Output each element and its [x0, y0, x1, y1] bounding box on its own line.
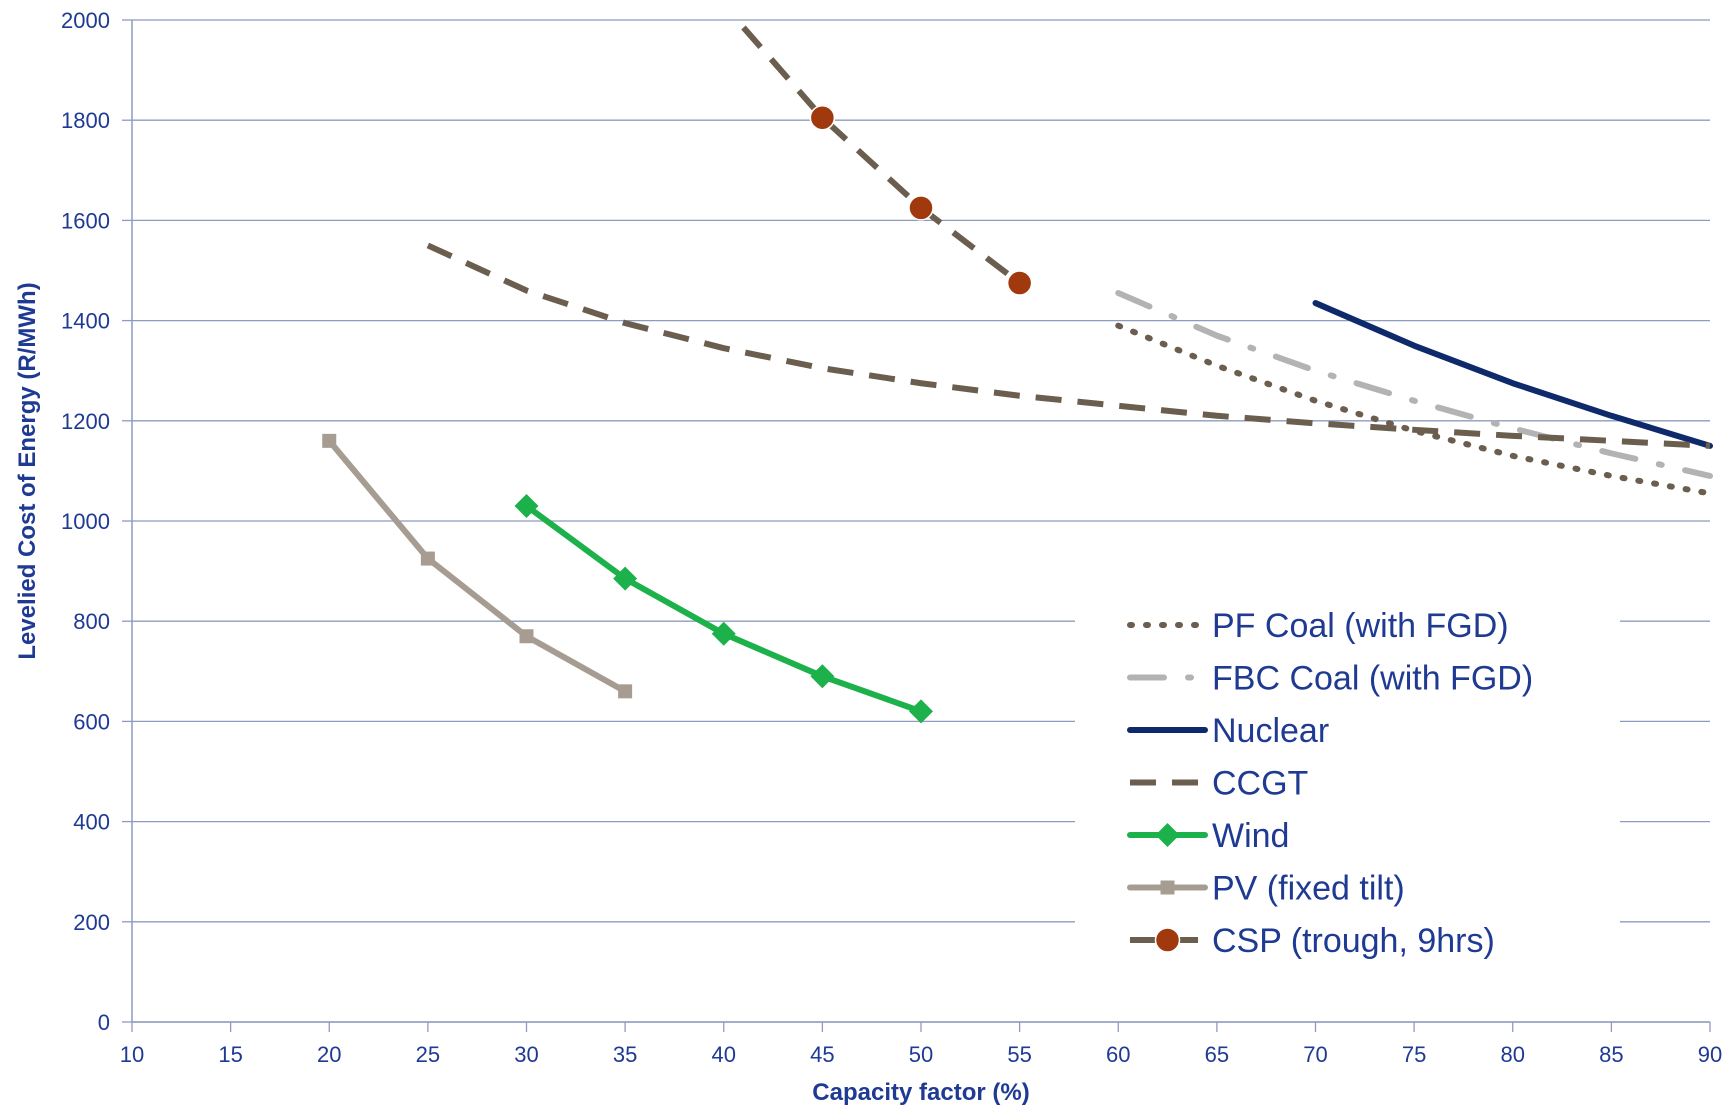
legend-item-nuclear: Nuclear — [1127, 712, 1329, 750]
x-tick-label: 25 — [416, 1042, 440, 1067]
legend-label: Wind — [1212, 817, 1289, 855]
x-tick-label: 30 — [514, 1042, 538, 1067]
series-fbc-coal-with-fgd — [1115, 290, 1713, 479]
data-point-csp-trough-9hrs — [1006, 270, 1033, 296]
x-tick-label: 40 — [712, 1042, 736, 1067]
x-tick-label: 35 — [613, 1042, 637, 1067]
x-tick-label: 70 — [1303, 1042, 1327, 1067]
x-tick-label: 60 — [1106, 1042, 1130, 1067]
x-tick-label: 75 — [1402, 1042, 1426, 1067]
series-line-ccgt — [426, 242, 1711, 449]
y-tick-label: 800 — [73, 609, 110, 634]
y-tick-label: 1000 — [61, 509, 110, 534]
x-tick-label: 45 — [810, 1042, 834, 1067]
y-tick-label: 1400 — [61, 309, 110, 334]
data-point-csp-trough-9hrs — [908, 195, 934, 221]
series-pf-coal-with-fgd — [1115, 322, 1713, 497]
legend: PF Coal (with FGD) FBC Coal (with FGD) Nuc… — [1075, 590, 1620, 980]
x-tick-label: 15 — [218, 1042, 242, 1067]
y-tick-label: 600 — [73, 709, 110, 734]
series-csp-trough-9hrs — [741, 25, 1033, 296]
data-point-wind — [909, 699, 933, 724]
legend-item-csp-trough-9hrs: CSP (trough, 9hrs) — [1130, 922, 1495, 960]
series-pv-fixed-tilt — [322, 433, 633, 699]
data-point-wind — [711, 621, 736, 646]
legend-label: CSP (trough, 9hrs) — [1212, 922, 1495, 960]
data-point-wind — [810, 664, 835, 689]
series-wind — [514, 493, 933, 724]
legend-item-fbc-coal-with-fgd: FBC Coal (with FGD) — [1127, 660, 1533, 698]
legend-marker — [1160, 880, 1175, 895]
y-axis-title: Levelied Cost of Energy (R/MWh) — [14, 282, 41, 659]
legend-item-wind: Wind — [1127, 817, 1289, 855]
legend-label: CCGT — [1212, 765, 1308, 803]
data-point-csp-trough-9hrs — [809, 104, 836, 131]
y-tick-label: 200 — [73, 910, 110, 935]
y-tick-label: 1800 — [61, 108, 110, 133]
y-tick-label: 1600 — [61, 208, 110, 233]
y-tick-label: 0 — [98, 1010, 110, 1035]
series-line-pv-fixed-tilt — [326, 437, 629, 695]
series-line-wind — [523, 502, 924, 715]
legend-item-pf-coal-with-fgd: PF Coal (with FGD) — [1127, 607, 1509, 645]
x-tick-label: 80 — [1501, 1042, 1525, 1067]
x-tick-label: 10 — [120, 1042, 144, 1067]
legend-marker — [1155, 823, 1180, 847]
y-tick-label: 2000 — [61, 8, 110, 33]
series-line-fbc-coal-with-fgd — [1115, 290, 1713, 479]
legend-label: PV (fixed tilt) — [1212, 870, 1405, 908]
series-ccgt — [426, 242, 1711, 449]
legend-label: PF Coal (with FGD) — [1212, 607, 1509, 645]
data-point-pv-fixed-tilt — [618, 684, 633, 699]
legend-background — [1075, 590, 1620, 980]
y-tick-label: 400 — [73, 810, 110, 835]
axes: 0 200 400 600 800 1000 1200 1400 1600 1800 2000 10 1… — [61, 8, 1722, 1067]
series-line-pf-coal-with-fgd — [1115, 322, 1713, 497]
legend-item-pv-fixed-tilt: PV (fixed tilt) — [1127, 870, 1405, 908]
data-point-wind — [613, 566, 638, 591]
series-nuclear — [1312, 300, 1713, 449]
x-tick-label: 90 — [1698, 1042, 1722, 1067]
legend-label: FBC Coal (with FGD) — [1212, 660, 1533, 698]
y-tick-label: 1200 — [61, 409, 110, 434]
data-point-pv-fixed-tilt — [420, 551, 435, 566]
x-tick-label: 85 — [1599, 1042, 1623, 1067]
data-point-wind — [514, 493, 539, 518]
x-tick-label: 65 — [1205, 1042, 1229, 1067]
x-tick-label: 50 — [909, 1042, 933, 1067]
data-point-pv-fixed-tilt — [322, 433, 337, 448]
legend-item-ccgt: CCGT — [1130, 765, 1308, 803]
series-line-nuclear — [1312, 300, 1713, 449]
legend-label: Nuclear — [1212, 712, 1329, 750]
x-axis-title: Capacity factor (%) — [812, 1079, 1029, 1105]
series-line-csp-trough-9hrs — [741, 25, 1022, 286]
legend-marker — [1154, 927, 1181, 953]
data-point-pv-fixed-tilt — [519, 629, 534, 644]
x-tick-label: 20 — [317, 1042, 341, 1067]
x-tick-label: 55 — [1007, 1042, 1031, 1067]
series-layer — [322, 25, 1713, 724]
